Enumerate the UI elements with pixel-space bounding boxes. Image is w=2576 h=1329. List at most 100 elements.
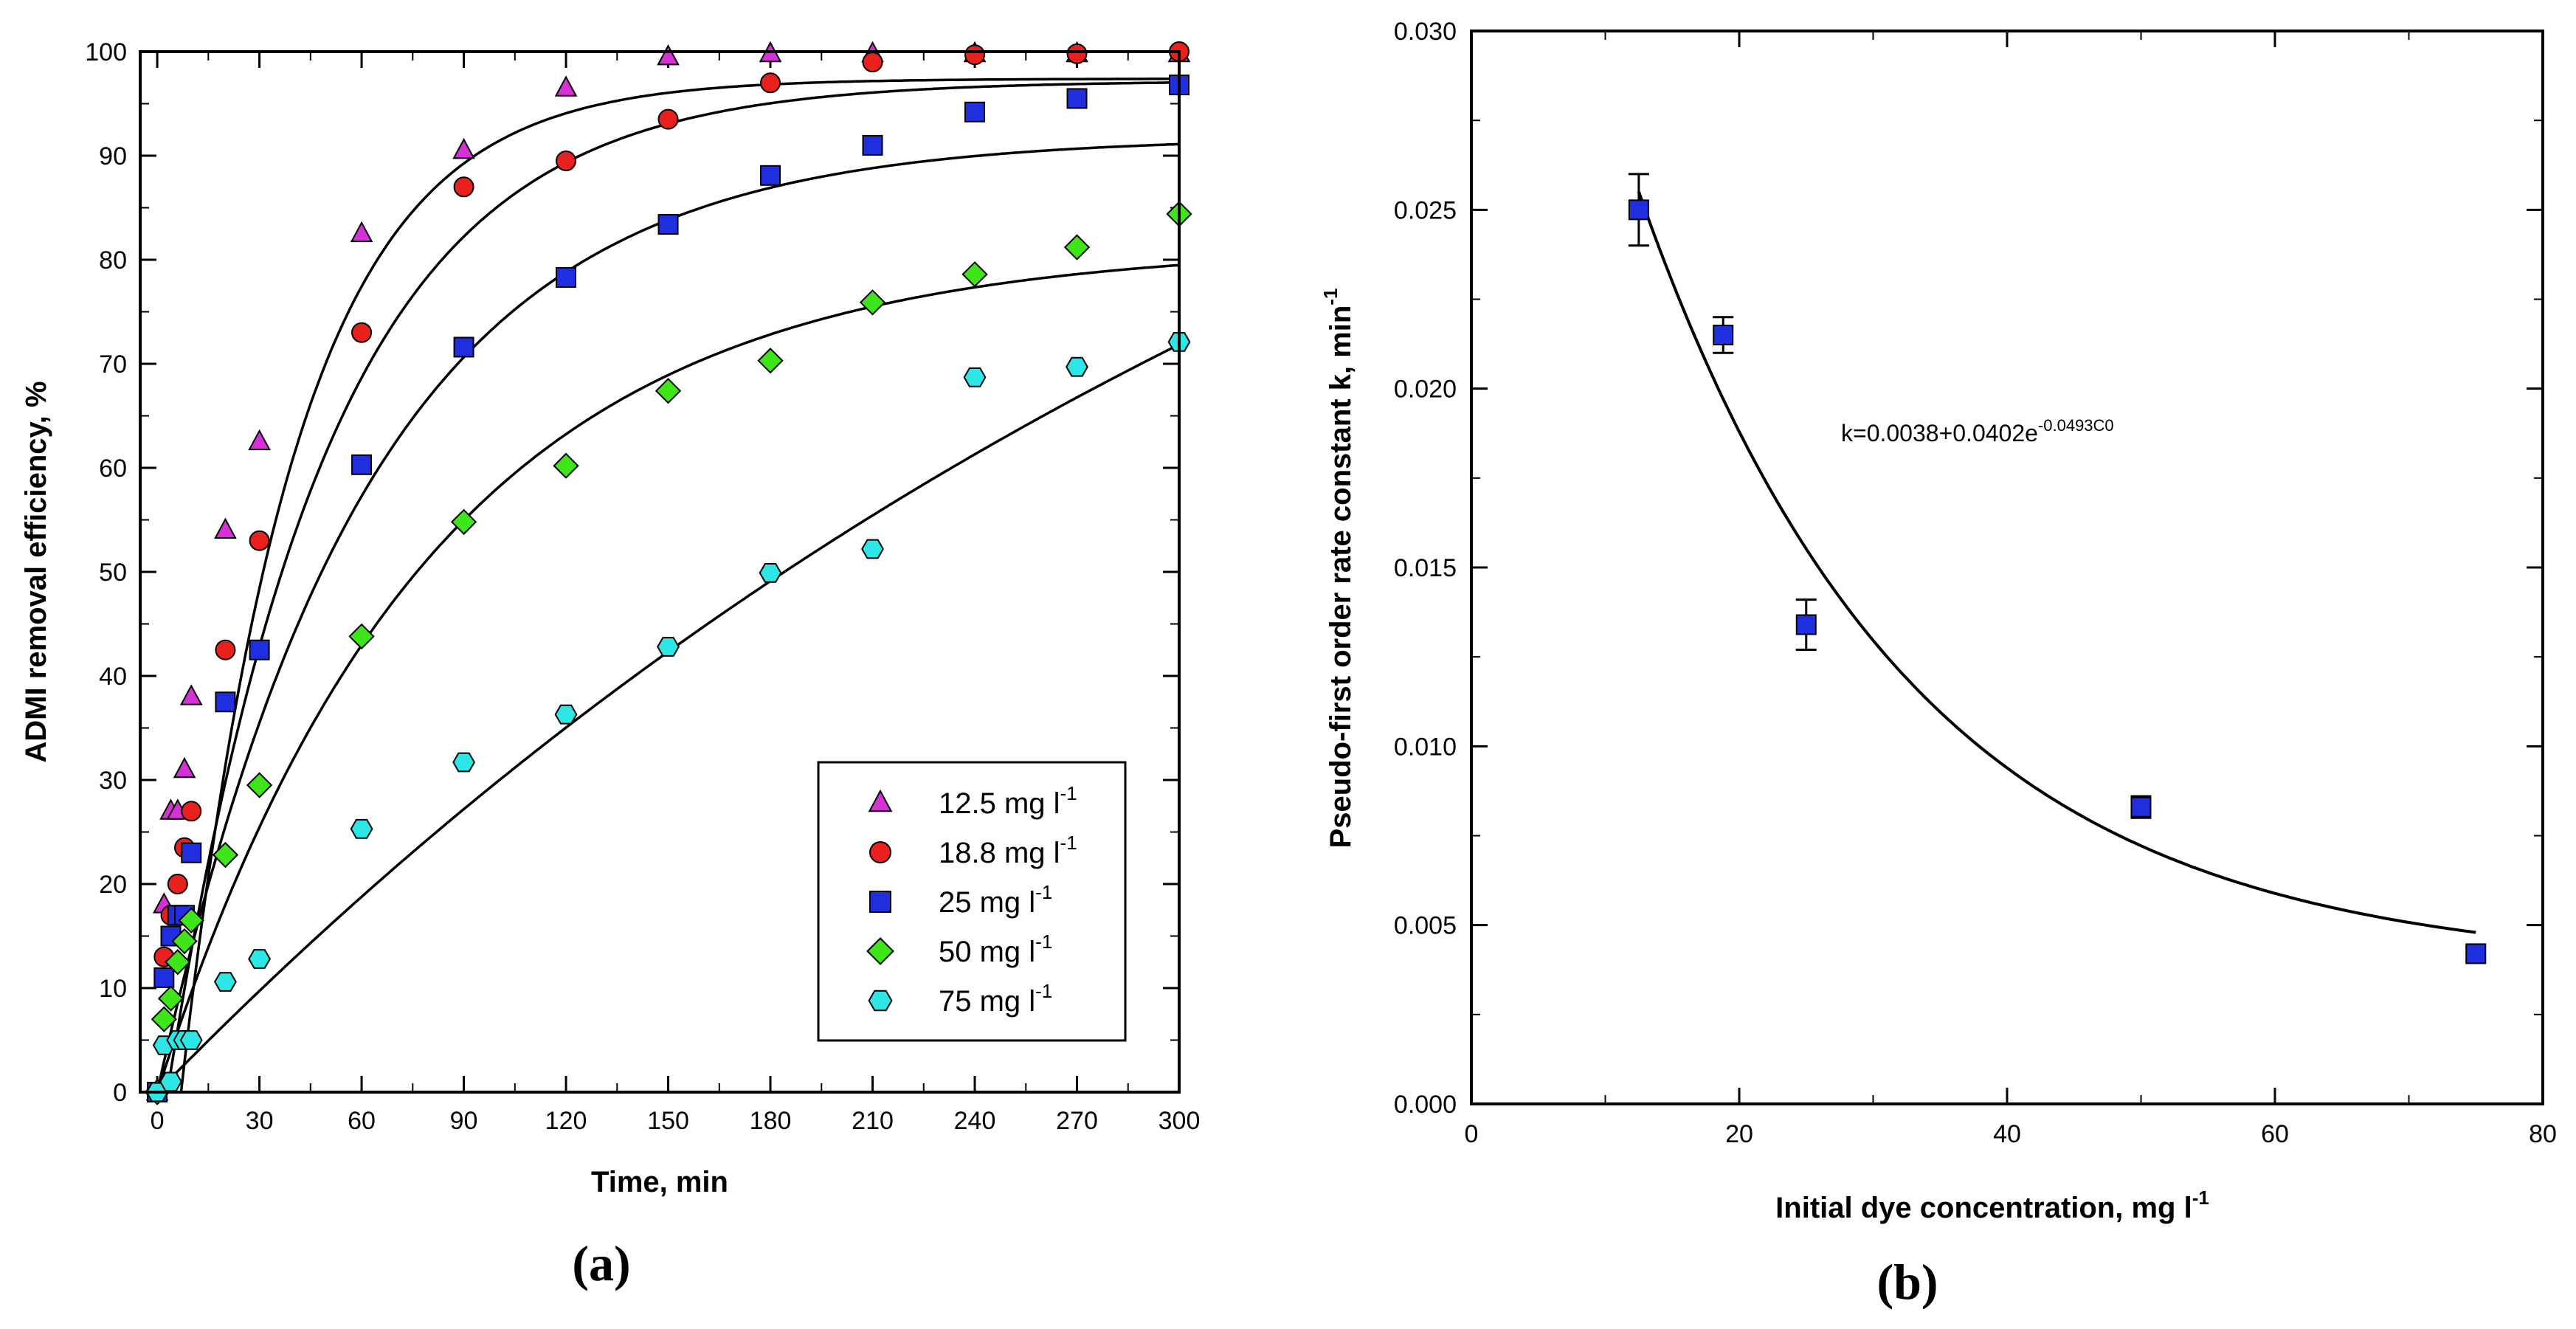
chart-a-x-tick-label: 60 [348,1107,376,1135]
chart-a-point-s2 [556,266,577,288]
chart-a-point-s4 [452,752,476,773]
chart-a-point-s3 [151,1006,178,1032]
chart-a-legend-label-0: 12.5 mg l-1 [939,782,1077,820]
chart-a-legend-exp: -1 [1060,832,1077,854]
chart-a-x-tick-labels: 0 30 60 90 120 150 180 210 240 270 300 [151,1107,1201,1135]
chart-a-point-s4 [554,704,578,725]
chart-a-x-tick-label: 270 [1056,1107,1098,1135]
chart-b-point [2130,796,2152,818]
chart-a-y-tick-label: 30 [99,767,127,795]
chart-a-y-tick-label: 70 [99,351,127,379]
chart-b-y-tick-label: 0.010 [1394,733,1457,761]
chart-b-fit-equation: k=0.0038+0.0402e-0.0493C0 [1841,416,2114,446]
chart-a-point-s2 [1066,88,1088,109]
chart-a-legend-marker-2 [869,891,891,913]
chart-a-point-s2 [964,101,986,122]
chart-a-point-s3 [450,508,477,536]
chart-a-y-tick-label: 50 [99,559,127,587]
chart-a-point-s0 [350,221,373,243]
chart-b-y-tick-label: 0.005 [1394,912,1457,940]
chart-a-legend-label-4: 75 mg l-1 [939,980,1052,1018]
chart-a-point-s4 [657,637,680,657]
chart-a-point-s1 [181,801,202,822]
chart-a-point-s3 [157,985,184,1012]
chart-a-y-tick-label: 60 [99,455,127,483]
chart-a-y-axis-title: ADMI removal efficiency, % [20,381,52,762]
chart-b-x-axis-title-exp: -1 [2192,1187,2209,1209]
chart-a-point-s0 [179,684,203,705]
chart-a-point-s1 [453,176,474,198]
chart-b-point [1795,614,1817,635]
chart-b-y-tick-label: 0.020 [1394,376,1457,404]
chart-a-point-s4 [861,539,884,559]
chart-a-point-s3 [655,377,682,404]
chart-b-points [1628,173,2487,964]
chart-a-legend-value: 75 mg l [939,985,1035,1018]
chart-a-y-tick-label: 90 [99,142,127,170]
chart-a-point-s1 [1066,43,1088,64]
chart-a-y-tick-label: 20 [99,871,127,899]
chart-b-x-axis-title: Initial dye concentration, mg l-1 [1775,1187,2209,1224]
chart-a-legend-exp: -1 [1060,782,1077,804]
chart-a-panel-label: (a) [572,1235,630,1291]
chart-a-point-s4 [248,949,272,969]
chart-a-point-s3 [961,261,988,288]
chart-b-x-tick-label: 20 [1725,1120,1753,1148]
chart-a-point-s0 [452,137,475,159]
chart-a-point-s3 [246,772,273,798]
chart-a-y-tick-labels: 0 10 20 30 40 50 60 70 80 90 100 [85,38,127,1107]
chart-a-x-tick-label: 30 [246,1107,274,1135]
chart-b-x-tick-label: 80 [2529,1120,2557,1148]
chart-a-legend-marker-4 [868,990,893,1012]
chart-a-legend-label-1: 18.8 mg l-1 [939,832,1077,869]
chart-a-legend-marker-3 [866,937,894,965]
chart-b-fit-equation-text: k=0.0038+0.0402e [1841,420,2038,446]
chart-a-legend-value: 18.8 mg l [939,837,1060,869]
chart-a-point-s0 [657,44,680,66]
chart-a-point-s3 [171,928,198,955]
chart-b-y-axis-title-text: Pseudo-first order rate constant k, min [1325,306,1357,849]
chart-a: 0 30 60 90 120 150 180 210 240 270 300 0 10 20 30 40 50… [20,38,1200,1291]
chart-a-point-s0 [214,517,237,539]
chart-b-x-tick-labels: 0 20 40 60 80 [1465,1120,2557,1148]
chart-a-legend-label-2: 25 mg l-1 [939,881,1052,919]
chart-b-y-tick-label: 0.030 [1394,18,1457,46]
chart-a-y-tick-label: 40 [99,663,127,691]
chart-a-x-tick-label: 180 [750,1107,792,1135]
chart-a-point-s2 [657,214,679,235]
chart-a-point-s3 [859,289,886,316]
chart-a-point-s3 [178,907,204,934]
chart-a-point-s4 [213,972,237,992]
chart-a-x-tick-label: 210 [852,1107,894,1135]
chart-b-point [2465,943,2487,964]
chart-a-point-s4 [159,1071,182,1092]
chart-a-legend-marker-1 [869,841,891,863]
chart-a-point-s3 [212,841,239,869]
chart-b-y-axis-title: Pseudo-first order rate constant k, min-… [1319,289,1357,849]
chart-a-plot-frame [139,50,1181,1094]
chart-b-x-axis-title-text: Initial dye concentration, mg l [1775,1192,2192,1224]
chart-a-point-s4 [1066,356,1088,377]
chart-a-point-s1 [964,44,986,66]
chart-a-legend-exp: -1 [1035,931,1052,953]
chart-a-point-s2 [215,691,236,713]
chart-a-y-tick-label: 80 [99,246,127,275]
chart-b-plot-frame [1470,30,2544,1105]
chart-a-legend-label-3: 50 mg l-1 [939,931,1052,968]
chart-a-legend-marker-0 [868,789,893,812]
chart-a-fit-curve-3 [156,263,1180,1093]
chart-a-legend-exp: -1 [1035,980,1052,1002]
chart-a-point-s2 [181,842,202,863]
chart-a-point-s1 [556,151,577,172]
chart-b-y-tick-label: 0.015 [1394,554,1457,582]
chart-a-x-axis-title: Time, min [591,1166,728,1198]
chart-b-panel-label: (b) [1876,1254,1938,1310]
chart-a-point-s1 [215,639,236,660]
chart-a-point-s4 [759,563,782,583]
chart-a-legend-value: 12.5 mg l [939,787,1060,820]
chart-a-point-s3 [553,452,579,479]
chart-a-y-tick-label: 10 [99,975,127,1003]
chart-b-point [1713,324,1734,345]
chart-a-point-s1 [657,108,679,130]
